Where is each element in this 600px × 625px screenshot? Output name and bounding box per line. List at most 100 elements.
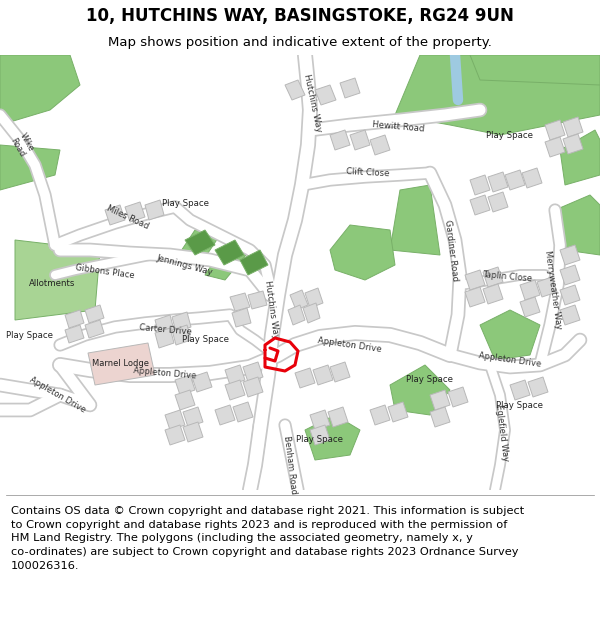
Polygon shape xyxy=(285,80,305,100)
Polygon shape xyxy=(470,195,490,215)
Polygon shape xyxy=(470,175,490,195)
Polygon shape xyxy=(0,145,60,190)
Polygon shape xyxy=(448,387,468,407)
Polygon shape xyxy=(175,390,195,410)
Text: Play Space: Play Space xyxy=(161,199,209,208)
Polygon shape xyxy=(510,380,530,400)
Polygon shape xyxy=(88,343,155,385)
Polygon shape xyxy=(295,368,315,388)
Polygon shape xyxy=(520,280,540,300)
Polygon shape xyxy=(563,117,583,137)
Polygon shape xyxy=(465,287,485,307)
Polygon shape xyxy=(560,245,580,265)
Polygon shape xyxy=(85,320,104,338)
Text: Hewitt Road: Hewitt Road xyxy=(371,120,424,134)
Text: Hutchins Way: Hutchins Way xyxy=(263,280,281,340)
Text: Map shows position and indicative extent of the property.: Map shows position and indicative extent… xyxy=(108,36,492,49)
Polygon shape xyxy=(165,410,185,430)
Text: Miles Road: Miles Road xyxy=(106,203,151,231)
Polygon shape xyxy=(243,377,263,397)
Polygon shape xyxy=(483,284,503,304)
Polygon shape xyxy=(15,240,100,320)
Polygon shape xyxy=(85,305,104,323)
Polygon shape xyxy=(183,422,203,442)
Polygon shape xyxy=(488,192,508,212)
Text: Gibbons Place: Gibbons Place xyxy=(75,263,135,281)
Text: Benham Road: Benham Road xyxy=(282,435,298,495)
Polygon shape xyxy=(330,362,350,382)
Polygon shape xyxy=(248,291,267,309)
Polygon shape xyxy=(537,277,557,297)
Text: Play Space: Play Space xyxy=(296,436,343,444)
Polygon shape xyxy=(430,390,450,410)
Polygon shape xyxy=(305,415,360,460)
Polygon shape xyxy=(305,288,323,308)
Text: Play Space: Play Space xyxy=(407,376,454,384)
Polygon shape xyxy=(310,410,330,430)
Polygon shape xyxy=(480,310,540,360)
Polygon shape xyxy=(330,225,395,280)
Polygon shape xyxy=(545,137,565,157)
Polygon shape xyxy=(65,310,84,328)
Polygon shape xyxy=(555,195,600,255)
Text: 10, HUTCHINS WAY, BASINGSTOKE, RG24 9UN: 10, HUTCHINS WAY, BASINGSTOKE, RG24 9UN xyxy=(86,8,514,26)
Polygon shape xyxy=(313,365,333,385)
Text: Merryweather Way: Merryweather Way xyxy=(543,250,563,330)
Text: Eglefield Way: Eglefield Way xyxy=(494,404,510,462)
Polygon shape xyxy=(225,365,245,385)
Polygon shape xyxy=(290,290,308,310)
Polygon shape xyxy=(215,240,244,265)
Polygon shape xyxy=(370,135,390,155)
Polygon shape xyxy=(563,134,583,154)
Text: Contains OS data © Crown copyright and database right 2021. This information is : Contains OS data © Crown copyright and d… xyxy=(11,506,524,571)
Polygon shape xyxy=(205,245,250,280)
Polygon shape xyxy=(505,170,525,190)
Polygon shape xyxy=(303,303,320,323)
Text: Appleton Drive: Appleton Drive xyxy=(317,336,383,354)
Text: Play Space: Play Space xyxy=(7,331,53,339)
Text: Appleton Drive: Appleton Drive xyxy=(478,351,542,369)
Polygon shape xyxy=(155,328,174,348)
Polygon shape xyxy=(465,270,485,290)
Polygon shape xyxy=(522,168,542,188)
Polygon shape xyxy=(165,425,185,445)
Polygon shape xyxy=(328,407,348,427)
Polygon shape xyxy=(560,285,580,305)
Polygon shape xyxy=(315,85,336,105)
Polygon shape xyxy=(225,380,245,400)
Text: Appleton Drive: Appleton Drive xyxy=(133,366,197,380)
Polygon shape xyxy=(560,130,600,185)
Polygon shape xyxy=(470,55,600,85)
Polygon shape xyxy=(390,365,450,415)
Polygon shape xyxy=(183,407,203,427)
Polygon shape xyxy=(192,372,212,392)
Polygon shape xyxy=(125,202,145,222)
Polygon shape xyxy=(395,55,600,135)
Polygon shape xyxy=(340,78,360,98)
Polygon shape xyxy=(483,267,503,287)
Polygon shape xyxy=(215,405,235,425)
Polygon shape xyxy=(388,402,408,422)
Text: Carter Drive: Carter Drive xyxy=(139,323,191,337)
Polygon shape xyxy=(390,185,440,255)
Polygon shape xyxy=(172,312,191,332)
Text: Jennings Way: Jennings Way xyxy=(156,253,214,277)
Polygon shape xyxy=(560,265,580,285)
Polygon shape xyxy=(155,315,174,335)
Polygon shape xyxy=(528,377,548,397)
Text: Marnel Lodge: Marnel Lodge xyxy=(91,359,149,368)
Polygon shape xyxy=(0,55,80,125)
Polygon shape xyxy=(350,130,370,150)
Polygon shape xyxy=(330,130,350,150)
Text: Taplin Close: Taplin Close xyxy=(482,271,532,284)
Polygon shape xyxy=(243,362,263,382)
Polygon shape xyxy=(288,305,305,325)
Text: Hutchins Way: Hutchins Way xyxy=(302,73,323,133)
Polygon shape xyxy=(370,405,390,425)
Polygon shape xyxy=(172,325,191,345)
Text: Appleton Drive: Appleton Drive xyxy=(28,376,88,414)
Text: Allotments: Allotments xyxy=(29,279,75,288)
Polygon shape xyxy=(430,407,450,427)
Polygon shape xyxy=(232,308,251,327)
Polygon shape xyxy=(488,172,508,192)
